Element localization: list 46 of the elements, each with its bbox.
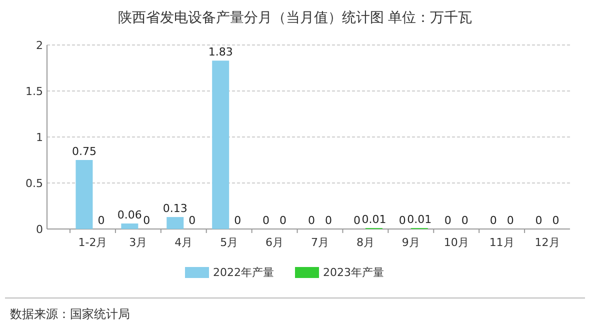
data-label: 0 bbox=[188, 214, 196, 227]
data-label: 0 bbox=[353, 214, 360, 227]
data-label: 0 bbox=[325, 214, 332, 227]
data-label: 0 bbox=[444, 214, 452, 227]
data-label: 0.06 bbox=[117, 208, 142, 222]
data-label: 0 bbox=[506, 214, 514, 227]
chart-title: 陕西省发电设备产量分月（当月值）统计图 单位：万千瓦 bbox=[118, 10, 472, 26]
data-label: 0.01 bbox=[362, 213, 386, 226]
data-label: 0 bbox=[280, 214, 287, 227]
data-label: 0 bbox=[98, 214, 105, 227]
data-label: 0 bbox=[461, 214, 468, 227]
data-label: 0 bbox=[490, 214, 497, 227]
y-tick-label: 0 bbox=[36, 223, 43, 236]
x-tick-label: 6月 bbox=[266, 236, 284, 249]
data-label: 0 bbox=[398, 214, 406, 227]
data-label: 0 bbox=[262, 214, 270, 227]
x-tick-label: 8月 bbox=[356, 236, 374, 249]
y-tick-label: 2 bbox=[36, 39, 43, 52]
x-tick-label: 10月 bbox=[444, 236, 469, 249]
bar bbox=[121, 223, 138, 229]
data-label: 0 bbox=[535, 214, 542, 227]
y-tick-label: 1.5 bbox=[26, 85, 43, 98]
data-label: 0.13 bbox=[162, 202, 188, 216]
x-tick-label: 11月 bbox=[489, 236, 514, 249]
bar bbox=[212, 60, 230, 229]
bar bbox=[76, 160, 93, 229]
x-tick-label: 1-2月 bbox=[78, 236, 108, 249]
x-tick-label: 12月 bbox=[534, 236, 560, 249]
data-label: 0 bbox=[234, 214, 242, 227]
data-label: 1.83 bbox=[208, 46, 233, 59]
y-tick-label: 1 bbox=[36, 131, 43, 144]
legend-label: 2022年产量 bbox=[213, 266, 274, 279]
data-label: 0.75 bbox=[72, 145, 96, 158]
bar bbox=[166, 217, 184, 229]
data-label: 0 bbox=[308, 214, 315, 227]
data-label: 0 bbox=[143, 214, 150, 227]
x-tick-label: 7月 bbox=[311, 236, 329, 249]
y-tick-label: 0.5 bbox=[26, 177, 43, 190]
legend-label: 2023年产量 bbox=[323, 266, 384, 279]
x-tick-label: 9月 bbox=[402, 236, 420, 249]
data-label: 0 bbox=[552, 214, 560, 227]
x-tick-label: 3月 bbox=[129, 236, 148, 249]
x-tick-label: 5月 bbox=[220, 236, 238, 249]
source-note: 数据来源：国家统计局 bbox=[10, 307, 130, 321]
x-tick-label: 4月 bbox=[174, 236, 193, 249]
data-label: 0.01 bbox=[407, 213, 432, 226]
